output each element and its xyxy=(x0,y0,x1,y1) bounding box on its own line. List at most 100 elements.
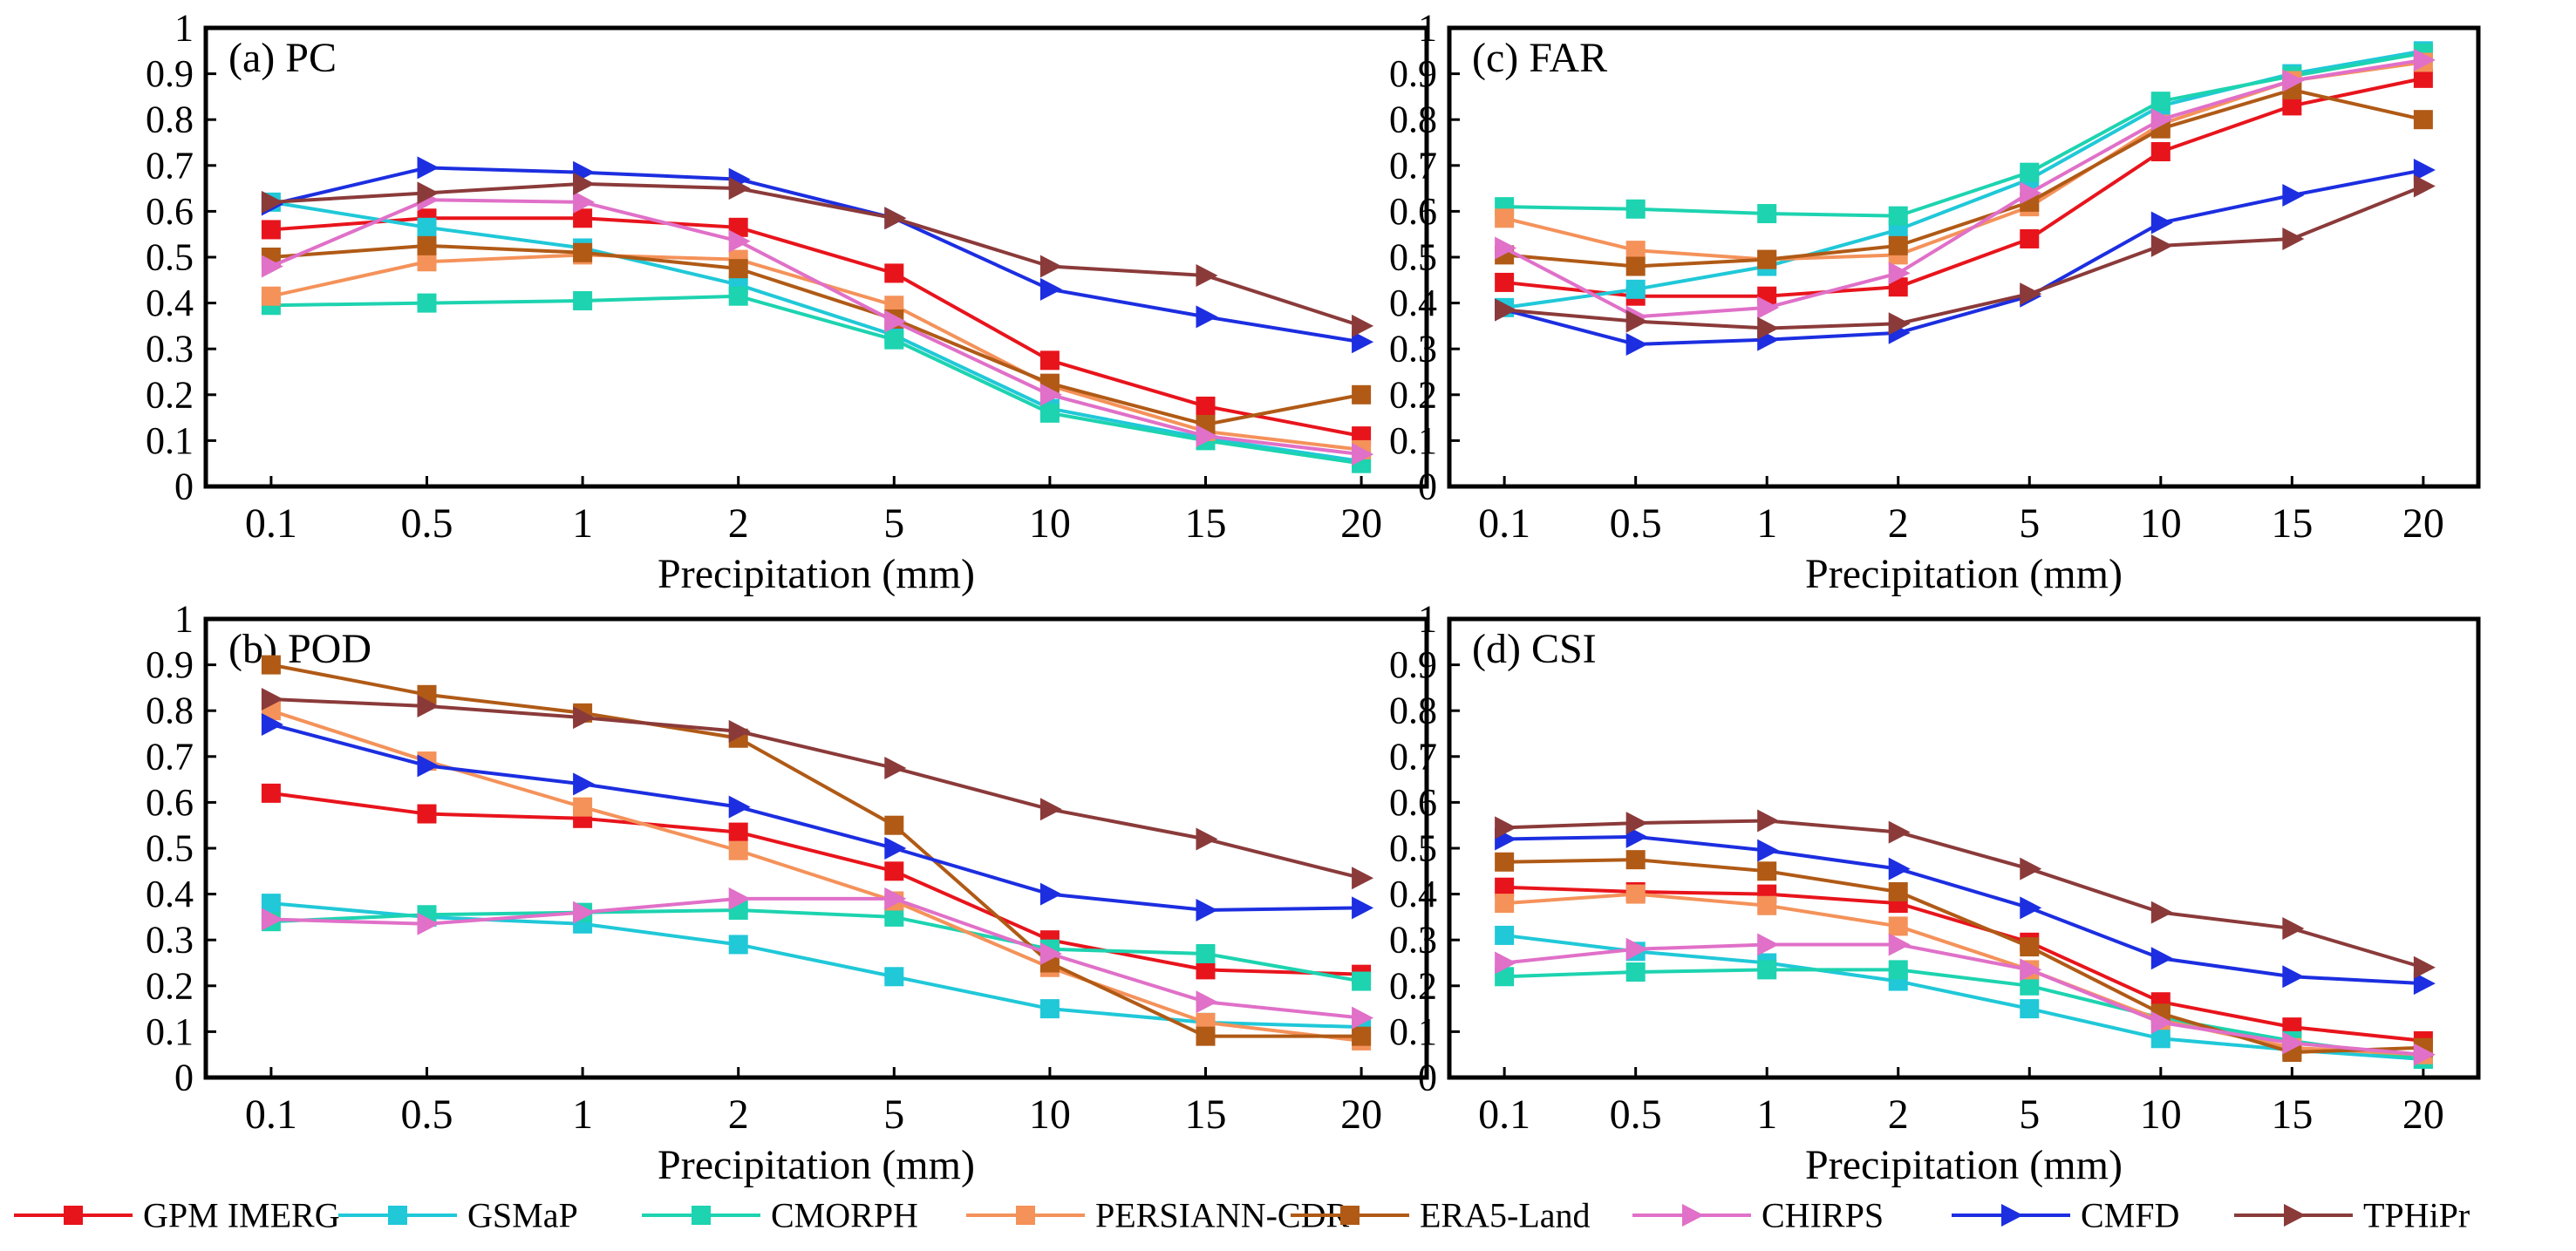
y-tick-label: 0.6 xyxy=(1389,190,1437,233)
x-tick-label: 10 xyxy=(1029,1091,1071,1138)
data-point xyxy=(2282,69,2305,92)
data-point xyxy=(2150,211,2173,235)
data-point xyxy=(1888,262,1911,285)
data-point xyxy=(884,263,904,283)
y-tick-label: 0.9 xyxy=(1389,52,1437,95)
data-point xyxy=(2413,972,2436,996)
data-point xyxy=(261,286,281,306)
x-tick-label: 0.5 xyxy=(1610,1091,1662,1138)
y-tick-label: 0.5 xyxy=(146,236,194,279)
data-point xyxy=(728,887,751,910)
data-point xyxy=(573,901,596,924)
data-point xyxy=(1625,850,1646,870)
x-tick-label: 0.5 xyxy=(401,1091,453,1138)
x-tick-label: 5 xyxy=(883,500,904,547)
y-tick-label: 0.1 xyxy=(1389,1010,1437,1053)
data-point xyxy=(1757,861,1777,881)
x-tick-label: 0.1 xyxy=(1478,500,1530,547)
x-tick-label: 5 xyxy=(2019,1091,2040,1138)
data-point xyxy=(1757,249,1777,269)
data-point xyxy=(728,259,748,279)
series-era5-land xyxy=(261,235,1372,434)
y-tick-label: 1 xyxy=(174,7,194,50)
data-point xyxy=(1625,962,1646,982)
data-point xyxy=(417,252,437,272)
y-tick-label: 0.3 xyxy=(1389,919,1437,962)
data-point xyxy=(1196,425,1218,448)
data-point xyxy=(573,772,596,796)
x-tick-label: 1 xyxy=(1756,1091,1777,1138)
series-chirps xyxy=(261,887,1374,1030)
y-tick-label: 0 xyxy=(174,466,194,508)
series-line xyxy=(270,243,1362,426)
y-tick-label: 0.2 xyxy=(146,373,194,416)
data-point xyxy=(1196,305,1218,329)
y-tick-label: 1 xyxy=(174,598,194,641)
data-point xyxy=(2282,1031,2305,1055)
data-point xyxy=(1039,383,1062,406)
series-line xyxy=(270,697,1362,880)
data-point xyxy=(1196,1026,1216,1046)
data-point xyxy=(1196,899,1218,922)
data-point xyxy=(261,712,283,736)
data-point xyxy=(261,255,283,278)
y-tick-label: 0.6 xyxy=(146,781,194,824)
data-point xyxy=(2150,901,2173,924)
data-point xyxy=(1196,827,1218,851)
data-point xyxy=(1888,820,1911,844)
series-line xyxy=(1504,885,2424,1043)
data-point xyxy=(417,912,440,935)
panel-title: (d) CSI xyxy=(1472,626,1597,672)
data-point xyxy=(884,815,904,835)
panel-title: (a) PC xyxy=(228,35,337,81)
x-tick-label: 2 xyxy=(1888,500,1909,547)
data-point xyxy=(573,242,593,262)
legend-label: GSMaP xyxy=(467,1196,578,1235)
data-point xyxy=(2413,174,2436,198)
y-tick-label: 0.2 xyxy=(146,964,194,1007)
y-tick-label: 0.6 xyxy=(146,190,194,233)
data-point xyxy=(417,293,437,313)
data-point xyxy=(417,217,437,237)
data-point xyxy=(417,181,440,205)
x-tick-label: 1 xyxy=(1756,500,1777,547)
data-point xyxy=(884,309,907,333)
x-axis-label: Precipitation (mm) xyxy=(1805,551,2123,597)
data-point xyxy=(2150,947,2173,970)
legend-item: CHIRPS xyxy=(1632,1196,1884,1235)
y-tick-label: 0.2 xyxy=(1389,373,1437,416)
data-point xyxy=(884,207,907,230)
x-tick-label: 15 xyxy=(1185,500,1227,547)
data-point xyxy=(884,837,907,860)
legend-marker xyxy=(692,1206,711,1225)
legend-label: CHIRPS xyxy=(1762,1196,1884,1235)
data-point xyxy=(1495,298,1517,322)
data-point xyxy=(884,330,904,350)
series-era5-land xyxy=(1495,850,2433,1063)
data-point xyxy=(1196,396,1216,416)
data-point xyxy=(2020,181,2042,205)
series-tphipr xyxy=(1495,174,2436,340)
data-point xyxy=(1625,884,1646,904)
y-tick-label: 0.8 xyxy=(146,690,194,732)
data-point xyxy=(1495,951,1517,975)
y-tick-label: 0 xyxy=(174,1057,194,1099)
data-point xyxy=(1625,279,1646,299)
panel-far: 00.10.20.30.40.50.60.70.80.910.1 0.5 1 2 5 10… xyxy=(1389,7,2481,597)
data-point xyxy=(1039,255,1062,278)
series-line xyxy=(270,896,1362,1020)
data-point xyxy=(1495,925,1515,945)
y-tick-label: 0.1 xyxy=(146,419,194,462)
data-point xyxy=(1888,312,1911,336)
y-tick-label: 0.7 xyxy=(1389,144,1437,187)
legend-item: ERA5-Land xyxy=(1291,1196,1591,1235)
data-point xyxy=(2020,999,2040,1019)
data-point xyxy=(1888,277,1908,297)
y-tick-label: 0.3 xyxy=(146,328,194,371)
series-chirps xyxy=(1495,933,2436,1066)
x-tick-label: 5 xyxy=(2019,500,2040,547)
y-tick-label: 0.9 xyxy=(1389,643,1437,686)
data-point xyxy=(2020,228,2040,248)
y-tick-label: 0.4 xyxy=(1389,282,1437,324)
